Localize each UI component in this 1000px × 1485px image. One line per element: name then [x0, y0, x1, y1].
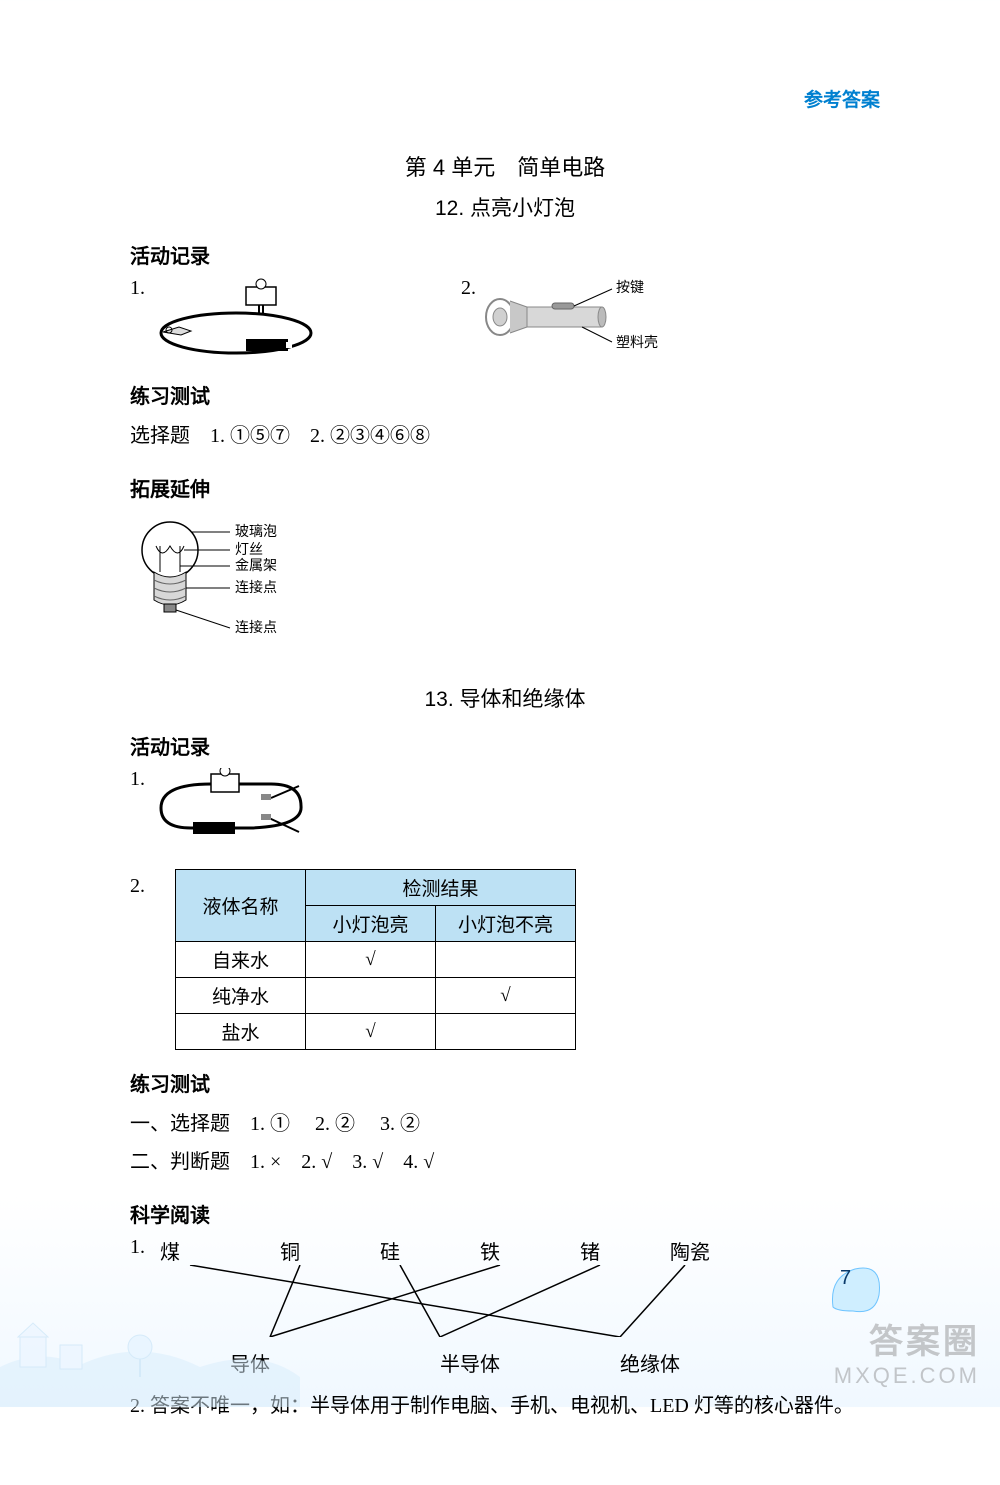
watermark-line2: MXQE.COM: [834, 1363, 980, 1389]
section-reading-13: 科学阅读: [130, 1199, 880, 1228]
match-top-item: 锗: [540, 1236, 640, 1265]
activity-images-row: 1. 2.: [130, 277, 880, 362]
table-row: 自来水 √: [176, 942, 576, 978]
section-extend-12: 拓展延伸: [130, 473, 880, 502]
header-answer-key: 参考答案: [804, 85, 880, 112]
cell-name: 盐水: [176, 1014, 306, 1050]
match-top-item: 陶瓷: [640, 1236, 740, 1265]
bulb-labeled-diagram: 玻璃泡 灯丝 金属架 连接点 连接点: [130, 510, 880, 655]
cell-off: [436, 942, 576, 978]
section-activity-record-12: 活动记录: [130, 240, 880, 269]
svg-text:金属架: 金属架: [235, 558, 277, 574]
cell-name: 自来水: [176, 942, 306, 978]
table-number: 2.: [130, 875, 145, 898]
section-practice-12: 练习测试: [130, 380, 880, 409]
watermark-line1: 答案圈: [834, 1314, 980, 1363]
match-bottom-item: 半导体: [380, 1348, 560, 1377]
activity-image-13-1: 1.: [130, 768, 880, 853]
svg-text:灯丝: 灯丝: [235, 542, 263, 558]
label-button: 按键: [616, 280, 644, 296]
flashlight-diagram-icon: 按键 塑料壳: [482, 277, 672, 362]
page-number-badge: 7: [825, 1257, 885, 1317]
match-top-row: 1. 煤 铜 硅 铁 锗 陶瓷: [130, 1236, 880, 1265]
activity-image-2: 2. 按键 塑料壳: [461, 277, 672, 362]
cell-off: √: [436, 978, 576, 1014]
th-bulb-off: 小灯泡不亮: [436, 906, 576, 942]
watermark: 答案圈 MXQE.COM: [834, 1314, 980, 1389]
cell-off: [436, 1014, 576, 1050]
match-top-item: 煤: [160, 1236, 240, 1265]
cell-name: 纯净水: [176, 978, 306, 1014]
activity-image-1: 1.: [130, 277, 321, 362]
page-number: 7: [840, 1267, 851, 1290]
footer-decoration-icon: [0, 1287, 300, 1407]
match-bottom-item: 绝缘体: [560, 1348, 740, 1377]
svg-text:玻璃泡: 玻璃泡: [235, 523, 277, 540]
table-block: 2. 液体名称 检测结果 小灯泡亮 小灯泡不亮 自来水 √ 纯净水 √ 盐水: [130, 869, 880, 1050]
match-number: 1.: [130, 1236, 160, 1265]
tester-circuit-icon: [151, 768, 311, 853]
choice-line-13: 一、选择题 1. ① 2. ② 3. ②: [130, 1105, 880, 1143]
image-2-number: 2.: [461, 277, 476, 300]
cell-on: √: [306, 942, 436, 978]
lesson-12-title: 12. 点亮小灯泡: [130, 192, 880, 222]
image-13-1-number: 1.: [130, 768, 145, 791]
lesson-13-title: 13. 导体和绝缘体: [130, 683, 880, 713]
match-top-item: 硅: [340, 1236, 440, 1265]
result-table: 液体名称 检测结果 小灯泡亮 小灯泡不亮 自来水 √ 纯净水 √ 盐水 √: [175, 869, 576, 1050]
svg-text:连接点: 连接点: [235, 579, 277, 596]
svg-text:连接点: 连接点: [235, 619, 277, 636]
section-practice-13: 练习测试: [130, 1068, 880, 1097]
table-row: 纯净水 √: [176, 978, 576, 1014]
practice-choice-line-12: 选择题 1. ①⑤⑦ 2. ②③④⑥⑧: [130, 417, 880, 455]
th-bulb-on: 小灯泡亮: [306, 906, 436, 942]
section-activity-record-13: 活动记录: [130, 731, 880, 760]
circuit-diagram-icon: [151, 277, 321, 362]
unit-title: 第 4 单元 简单电路: [130, 150, 880, 182]
image-1-number: 1.: [130, 277, 145, 300]
cell-on: √: [306, 1014, 436, 1050]
cell-on: [306, 978, 436, 1014]
th-liquid-name: 液体名称: [176, 870, 306, 942]
table-row: 盐水 √: [176, 1014, 576, 1050]
table-row: 液体名称 检测结果: [176, 870, 576, 906]
judge-line-13: 二、判断题 1. × 2. √ 3. √ 4. √: [130, 1143, 880, 1181]
match-top-item: 铁: [440, 1236, 540, 1265]
th-result: 检测结果: [306, 870, 576, 906]
match-top-item: 铜: [240, 1236, 340, 1265]
label-plastic-shell: 塑料壳: [616, 334, 658, 351]
